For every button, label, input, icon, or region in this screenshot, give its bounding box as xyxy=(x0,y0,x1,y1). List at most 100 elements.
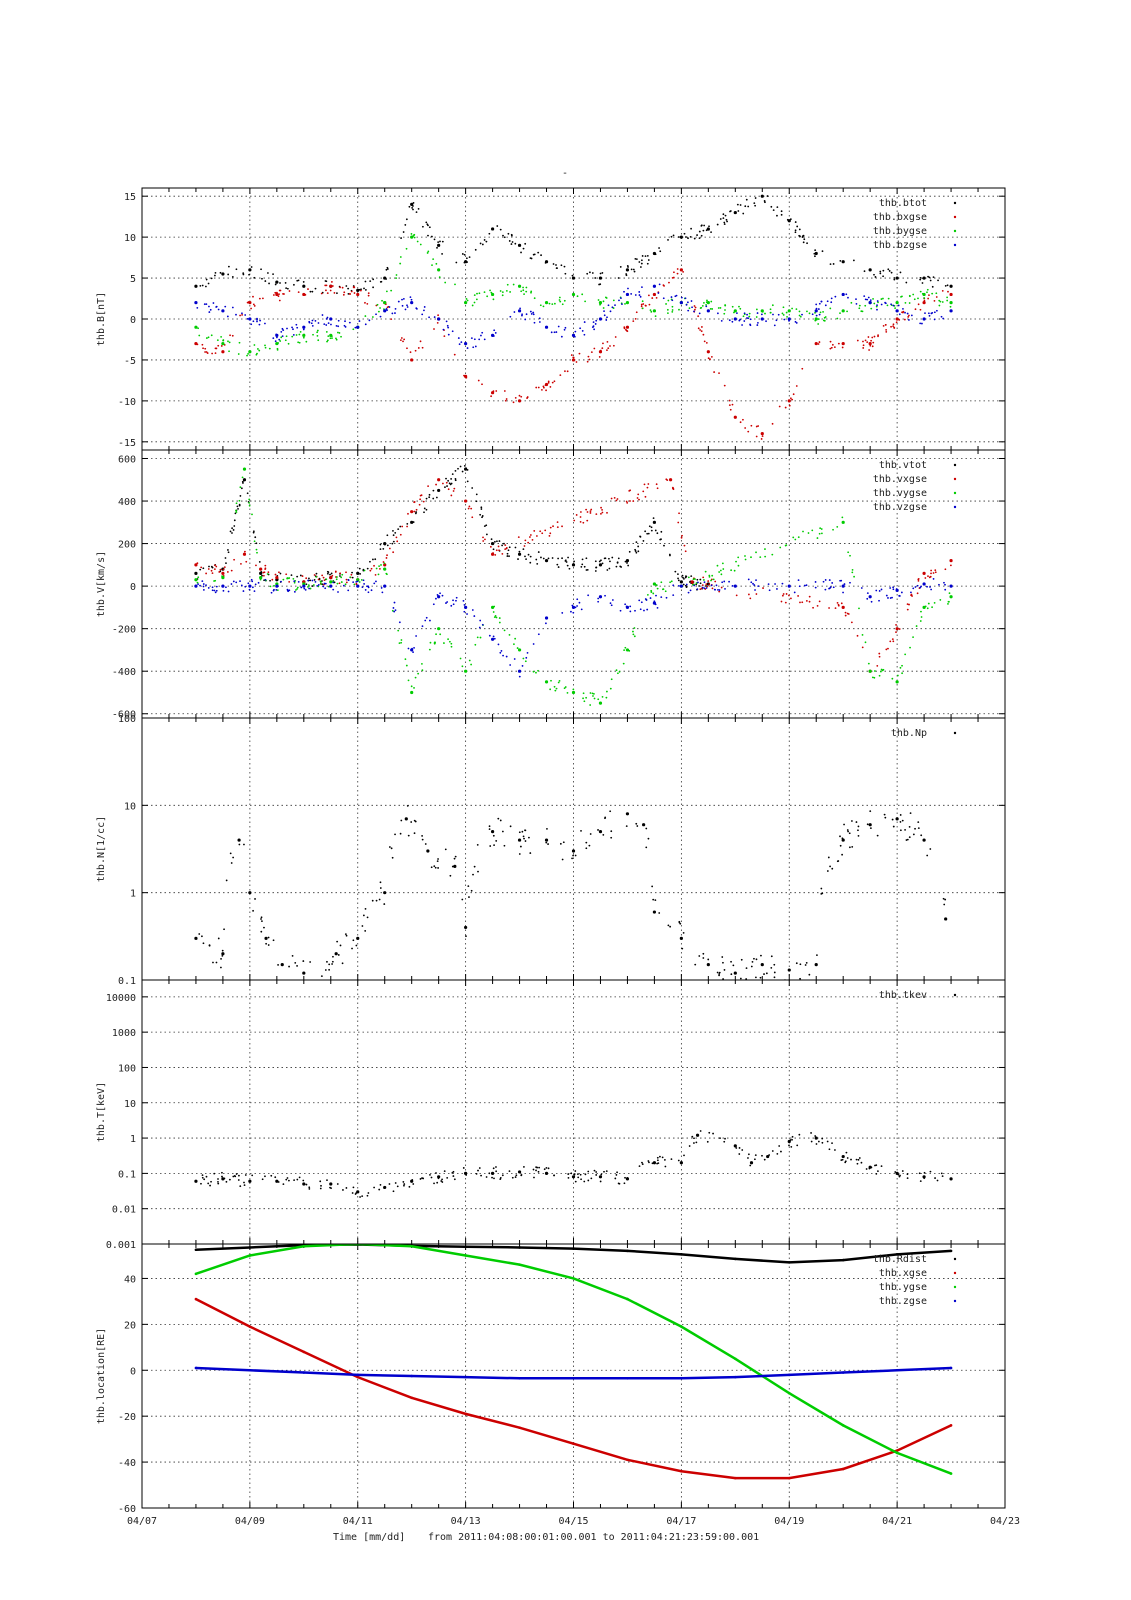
scatter-dot xyxy=(379,548,382,551)
scatter-dot xyxy=(208,311,211,313)
scatter-dot xyxy=(795,962,798,965)
scatter-dot xyxy=(231,275,234,278)
scatter-dot xyxy=(737,564,740,567)
scatter-dot xyxy=(815,303,818,306)
scatter-dot xyxy=(725,218,728,221)
scatter-dot xyxy=(807,532,810,534)
scatter-dot xyxy=(574,330,577,333)
y-tick-label: 0 xyxy=(130,1366,136,1377)
scatter-dot xyxy=(495,616,498,619)
scatter-dot xyxy=(463,374,465,377)
scatter-dot xyxy=(927,602,930,605)
scatter-dot xyxy=(572,611,575,614)
scatter-dot xyxy=(587,1170,590,1173)
scatter-dot xyxy=(680,296,683,299)
scatter-dot xyxy=(656,606,659,609)
scatter-dot xyxy=(345,285,348,287)
scatter-dot xyxy=(463,261,466,264)
scatter-dot xyxy=(749,1164,752,1167)
scatter-dot xyxy=(493,844,495,847)
scatter-dot xyxy=(722,568,725,570)
data-point xyxy=(517,399,522,403)
series-thb.ygse xyxy=(194,1244,953,1475)
scatter-dot xyxy=(600,506,602,509)
data-point xyxy=(356,1375,360,1379)
scatter-dot xyxy=(330,335,333,338)
scatter-dot xyxy=(626,501,629,504)
scatter-dot xyxy=(332,955,334,958)
scatter-dot xyxy=(594,570,597,572)
scatter-dot xyxy=(522,286,524,289)
scatter-dot xyxy=(476,636,479,639)
scatter-dot xyxy=(539,530,542,533)
scatter-dot xyxy=(791,1138,793,1141)
scatter-dot xyxy=(663,285,665,287)
scatter-dot xyxy=(302,281,305,283)
scatter-dot xyxy=(905,281,908,284)
scatter-dot xyxy=(418,503,421,506)
scatter-dot xyxy=(917,827,920,830)
scatter-dot xyxy=(432,497,435,500)
scatter-dot xyxy=(537,386,540,389)
scatter-dot xyxy=(412,521,415,523)
scatter-dot xyxy=(522,548,525,551)
scatter-dot xyxy=(202,585,205,588)
scatter-dot xyxy=(639,266,642,268)
scatter-dot xyxy=(210,569,213,572)
scatter-dot xyxy=(361,925,364,927)
scatter-dot xyxy=(416,240,419,243)
scatter-dot xyxy=(919,1180,922,1183)
scatter-dot xyxy=(775,319,778,322)
scatter-dot xyxy=(623,327,626,330)
scatter-dot xyxy=(492,390,495,393)
scatter-dot xyxy=(201,580,204,582)
scatter-dot xyxy=(597,597,600,600)
scatter-dot xyxy=(850,621,853,624)
scatter-dot xyxy=(412,235,414,238)
scatter-dot xyxy=(492,1167,495,1170)
scatter-dot xyxy=(305,583,308,586)
scatter-dot xyxy=(355,944,358,947)
scatter-dot xyxy=(928,314,931,317)
data-point xyxy=(841,341,845,346)
scatter-dot xyxy=(898,1175,901,1178)
scatter-dot xyxy=(347,579,350,581)
scatter-dot xyxy=(533,530,536,532)
scatter-dot xyxy=(585,557,588,560)
scatter-dot xyxy=(256,320,258,323)
scatter-dot xyxy=(349,576,352,579)
scatter-dot xyxy=(537,1170,540,1173)
scatter-dot xyxy=(855,298,857,301)
scatter-dot xyxy=(529,534,532,536)
legend-marker xyxy=(953,463,957,467)
scatter-dot xyxy=(682,931,685,934)
scatter-dot xyxy=(535,535,538,537)
scatter-dot xyxy=(794,538,797,541)
scatter-dot xyxy=(516,647,519,649)
data-point xyxy=(517,284,522,288)
scatter-dot xyxy=(229,334,231,337)
scatter-dot xyxy=(327,335,330,338)
scatter-dot xyxy=(714,588,716,591)
scatter-dot xyxy=(934,571,937,574)
scatter-dot xyxy=(656,1159,659,1162)
scatter-dot xyxy=(269,585,272,588)
scatter-dot xyxy=(771,553,774,556)
scatter-dot xyxy=(262,574,265,577)
scatter-dot xyxy=(364,930,367,932)
scatter-dot xyxy=(463,610,466,613)
scatter-dot xyxy=(847,296,849,299)
y-tick-label: 15 xyxy=(124,192,136,203)
scatter-dot xyxy=(532,313,535,316)
scatter-dot xyxy=(471,487,474,489)
data-point xyxy=(517,309,522,313)
scatter-dot xyxy=(916,592,919,595)
scatter-dot xyxy=(414,820,417,823)
scatter-dot xyxy=(748,312,751,315)
scatter-dot xyxy=(272,939,275,942)
data-point xyxy=(302,1182,306,1186)
scatter-dot xyxy=(238,341,241,344)
scatter-dot xyxy=(744,427,747,429)
scatter-dot xyxy=(250,323,253,326)
scatter-dot xyxy=(693,584,696,587)
